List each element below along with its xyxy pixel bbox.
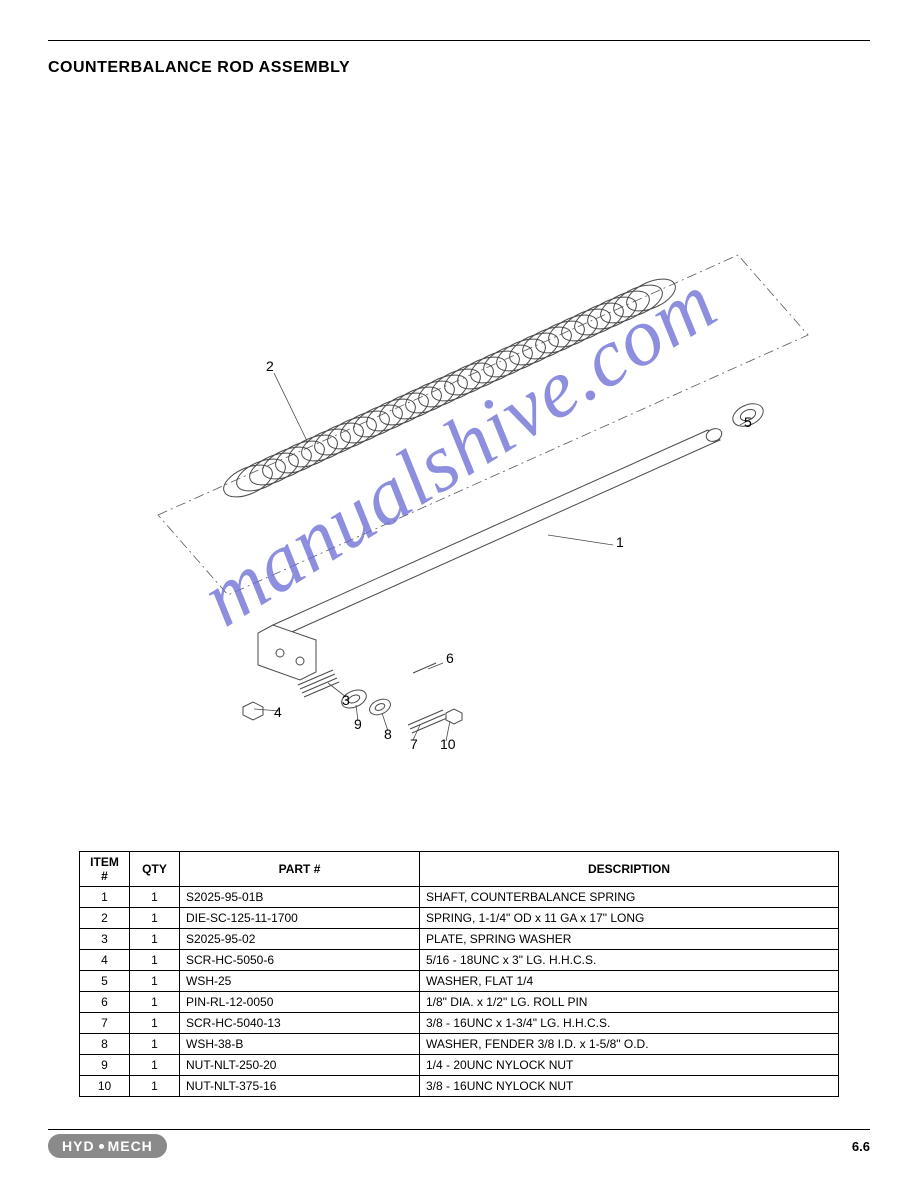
table-row: 5 1 WSH-25 WASHER, FLAT 1/4	[80, 971, 839, 992]
table-row: 2 1 DIE-SC-125-11-1700 SPRING, 1-1/4" OD…	[80, 908, 839, 929]
table-row: 6 1 PIN-RL-12-0050 1/8" DIA. x 1/2" LG. …	[80, 992, 839, 1013]
logo-left: HYD	[62, 1138, 95, 1154]
callout-7: 7	[410, 736, 418, 752]
callout-4: 4	[274, 704, 282, 720]
page-number: 6.6	[852, 1139, 870, 1154]
logo-right: MECH	[108, 1138, 153, 1154]
callout-10: 10	[440, 736, 456, 752]
document-page: COUNTERBALANCE ROD ASSEMBLY	[0, 0, 918, 1188]
callout-1: 1	[616, 534, 624, 550]
col-qty: QTY	[130, 852, 180, 887]
diagram-svg: 1 2 3 4 5 6 7 8 9 10	[48, 85, 870, 845]
table-row: 4 1 SCR-HC-5050-6 5/16 - 18UNC x 3" LG. …	[80, 950, 839, 971]
callout-6: 6	[446, 650, 454, 666]
brand-logo: HYD MECH	[48, 1134, 167, 1158]
table-row: 10 1 NUT-NLT-375-16 3/8 - 16UNC NYLOCK N…	[80, 1076, 839, 1097]
table-row: 1 1 S2025-95-01B SHAFT, COUNTERBALANCE S…	[80, 887, 839, 908]
callout-8: 8	[384, 726, 392, 742]
section-title: COUNTERBALANCE ROD ASSEMBLY	[48, 59, 870, 77]
col-item: ITEM #	[80, 852, 130, 887]
table-row: 7 1 SCR-HC-5040-13 3/8 - 16UNC x 1-3/4" …	[80, 1013, 839, 1034]
callout-5: 5	[744, 414, 752, 430]
top-rule	[48, 40, 870, 41]
table-header-row: ITEM # QTY PART # DESCRIPTION	[80, 852, 839, 887]
table-row: 8 1 WSH-38-B WASHER, FENDER 3/8 I.D. x 1…	[80, 1034, 839, 1055]
table-row: 3 1 S2025-95-02 PLATE, SPRING WASHER	[80, 929, 839, 950]
parts-table: ITEM # QTY PART # DESCRIPTION 1 1 S2025-…	[79, 851, 839, 1097]
callout-2: 2	[266, 358, 274, 374]
table-row: 9 1 NUT-NLT-250-20 1/4 - 20UNC NYLOCK NU…	[80, 1055, 839, 1076]
footer-rule	[48, 1129, 870, 1130]
exploded-diagram: 1 2 3 4 5 6 7 8 9 10 manualshive.com	[48, 85, 870, 845]
col-part: PART #	[180, 852, 420, 887]
col-desc: DESCRIPTION	[420, 852, 839, 887]
callout-9: 9	[354, 716, 362, 732]
callout-3: 3	[342, 692, 350, 708]
table-body: 1 1 S2025-95-01B SHAFT, COUNTERBALANCE S…	[80, 887, 839, 1097]
page-footer: HYD MECH 6.6	[48, 1129, 870, 1158]
logo-dot-icon	[99, 1144, 104, 1149]
